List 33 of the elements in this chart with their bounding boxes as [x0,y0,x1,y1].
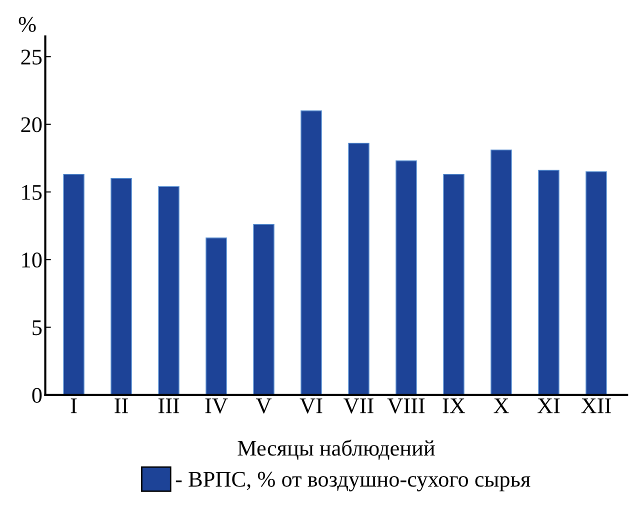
bar [206,238,227,395]
x-tick-label: VII [344,398,374,414]
x-tick-label: I [70,398,77,414]
y-tick-label: 20 [21,117,42,132]
bar [490,150,512,395]
y-axis-title: % [18,16,36,32]
bar [443,174,464,395]
x-tick-label: X [494,398,509,414]
bar [586,171,607,395]
bar [300,110,322,395]
bar [538,170,560,395]
y-tick-label: 0 [32,388,42,403]
bar [348,142,370,395]
x-tick-label: XI [538,398,560,414]
x-tick-label: III [158,398,180,414]
y-tick-label: 10 [22,252,42,268]
x-tick-label: V [256,398,272,414]
x-tick-label: II [114,398,128,414]
x-tick-label: XII [581,398,611,414]
y-tick-label: 5 [32,320,42,336]
y-tick-label: 25 [21,50,42,65]
x-tick-label: IX [442,398,466,414]
bar [158,186,180,395]
x-axis-title: Месяцы наблюдений [238,440,435,460]
x-tick-label: VI [300,398,322,414]
bar [110,178,132,395]
y-tick-label: 15 [22,184,42,200]
x-tick-label: VIII [387,398,425,414]
bar [396,160,417,395]
bar [63,174,84,395]
legend-label: - ВРПС, % от воздушно-сухого сырья [176,472,530,492]
bar [253,224,274,395]
x-tick-label: IV [205,398,228,414]
